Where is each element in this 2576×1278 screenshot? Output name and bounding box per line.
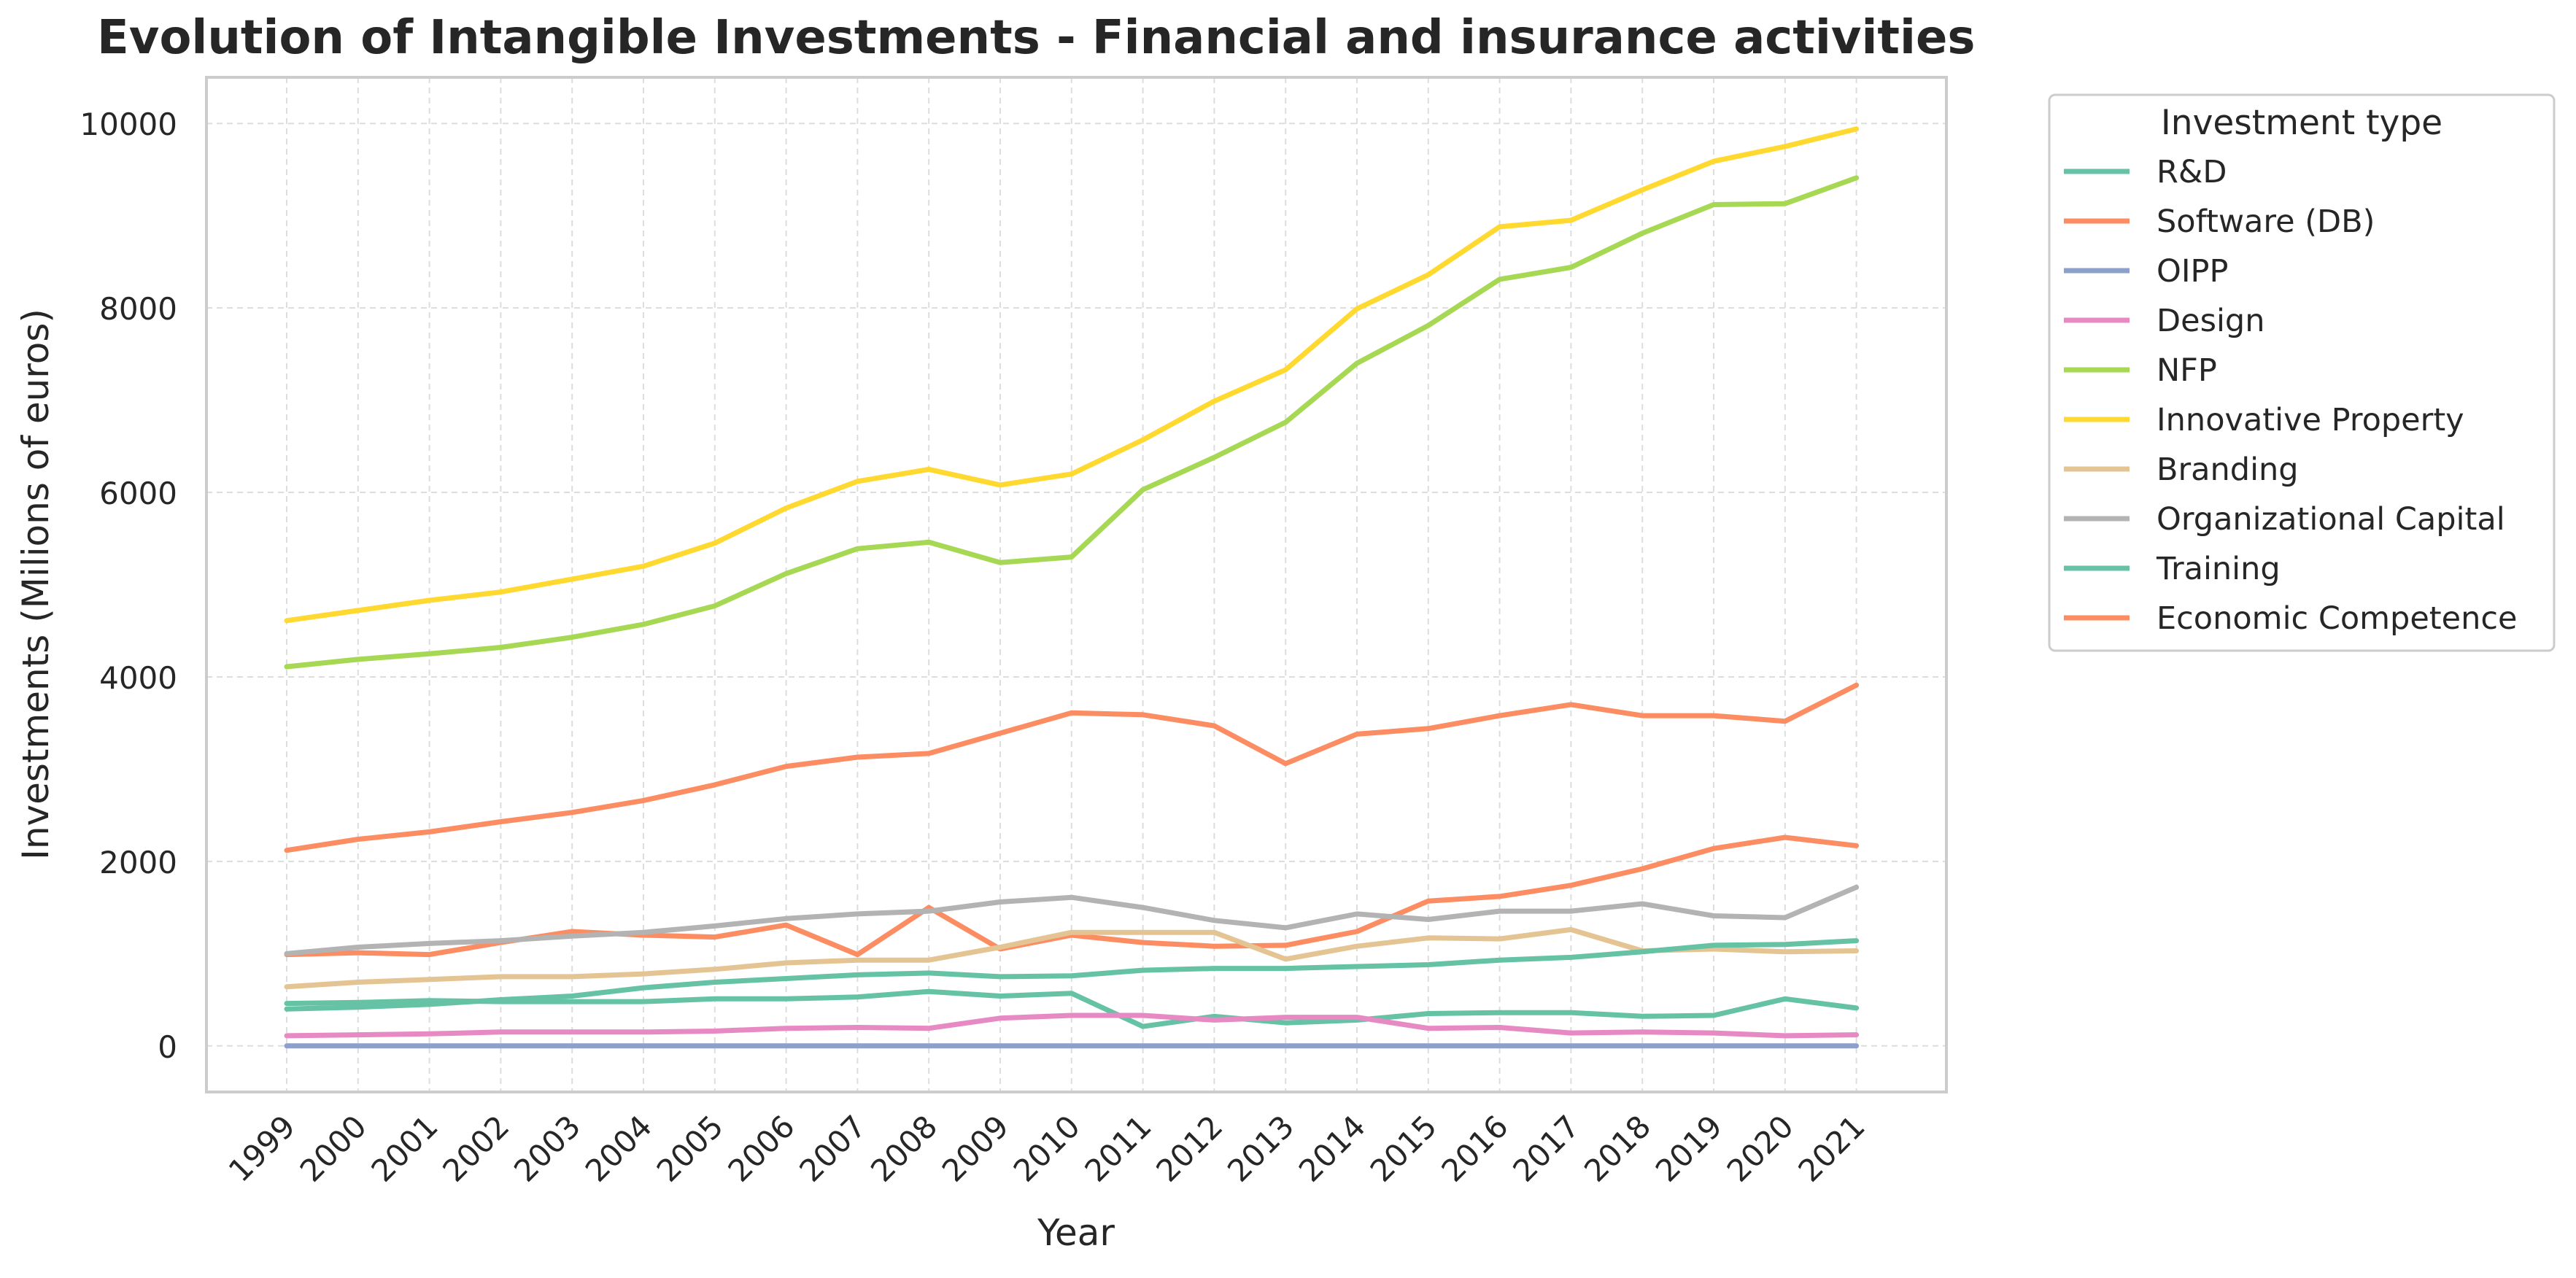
x-tick-label: 2010	[1007, 1108, 1087, 1188]
x-tick-label: 1999	[222, 1108, 302, 1188]
x-tick-label: 2008	[864, 1108, 944, 1188]
legend-items: R&D Software (DB) OIPP Design NFP Innovative …	[2064, 154, 2517, 637]
x-tick-label: 2003	[507, 1108, 587, 1188]
x-tick-label: 2007	[792, 1108, 873, 1188]
series-line	[284, 884, 1860, 956]
x-axis-label: Year	[1037, 1212, 1115, 1254]
y-tick-label: 8000	[99, 291, 177, 327]
plot-frame	[205, 76, 1948, 1093]
x-axis-ticks: 1999200020012002200320042005200620072008…	[222, 1108, 1872, 1188]
legend-entry-label: Training	[2156, 551, 2281, 587]
y-tick-label: 2000	[99, 845, 177, 880]
y-tick-label: 4000	[99, 660, 177, 696]
x-tick-label: 2004	[579, 1108, 659, 1188]
x-tick-label: 2013	[1221, 1108, 1301, 1188]
y-tick-label: 0	[158, 1029, 177, 1065]
x-tick-label: 2011	[1078, 1108, 1158, 1188]
chart-title: Evolution of Intangible Investments - Fi…	[97, 11, 1975, 65]
x-tick-label: 2001	[364, 1108, 444, 1188]
series-line	[284, 988, 1860, 1029]
y-tick-label: 10000	[80, 106, 177, 142]
legend: Investment type R&D Software (DB) OIPP Desi…	[2048, 93, 2556, 652]
legend-entry-label: Innovative Property	[2157, 402, 2464, 438]
y-axis-ticks: 0 2000 4000 6000 8000 10000	[80, 106, 177, 1065]
series-line	[284, 175, 1860, 670]
y-tick-label: 6000	[99, 476, 177, 511]
x-tick-label: 2018	[1577, 1108, 1658, 1188]
series-line	[284, 126, 1860, 624]
legend-entry-label: Design	[2157, 303, 2264, 339]
legend-title: Investment type	[2161, 103, 2442, 143]
x-tick-label: 2000	[293, 1108, 374, 1188]
y-axis-label: Investments (Milions of euros)	[15, 309, 57, 860]
legend-entry-label: R&D	[2157, 154, 2227, 190]
x-tick-label: 2014	[1292, 1108, 1372, 1188]
series-line	[284, 938, 1860, 1012]
legend-box	[2048, 93, 2556, 652]
x-tick-label: 2002	[436, 1108, 516, 1188]
x-tick-label: 2009	[935, 1108, 1016, 1188]
series-lines	[284, 126, 1860, 1049]
series-line	[284, 682, 1860, 853]
x-tick-label: 2020	[1720, 1108, 1801, 1188]
x-tick-label: 2017	[1506, 1108, 1586, 1188]
legend-entry-label: Economic Competence	[2157, 600, 2517, 637]
x-tick-label: 2019	[1649, 1108, 1729, 1188]
series-line	[284, 926, 1860, 990]
x-tick-label: 2015	[1364, 1108, 1444, 1188]
legend-entry-label: Software (DB)	[2157, 204, 2375, 240]
series-line	[284, 1012, 1860, 1039]
legend-entry-label: Organizational Capital	[2157, 501, 2505, 538]
legend-entry-label: Branding	[2157, 452, 2299, 488]
x-tick-label: 2006	[721, 1108, 801, 1188]
x-tick-label: 2021	[1791, 1108, 1871, 1188]
grid-lines	[206, 77, 1946, 1092]
x-tick-label: 2005	[650, 1108, 730, 1188]
x-tick-label: 2012	[1149, 1108, 1229, 1188]
legend-entry-label: NFP	[2157, 352, 2217, 389]
legend-entry-label: OIPP	[2157, 253, 2228, 290]
x-tick-label: 2016	[1434, 1108, 1515, 1188]
